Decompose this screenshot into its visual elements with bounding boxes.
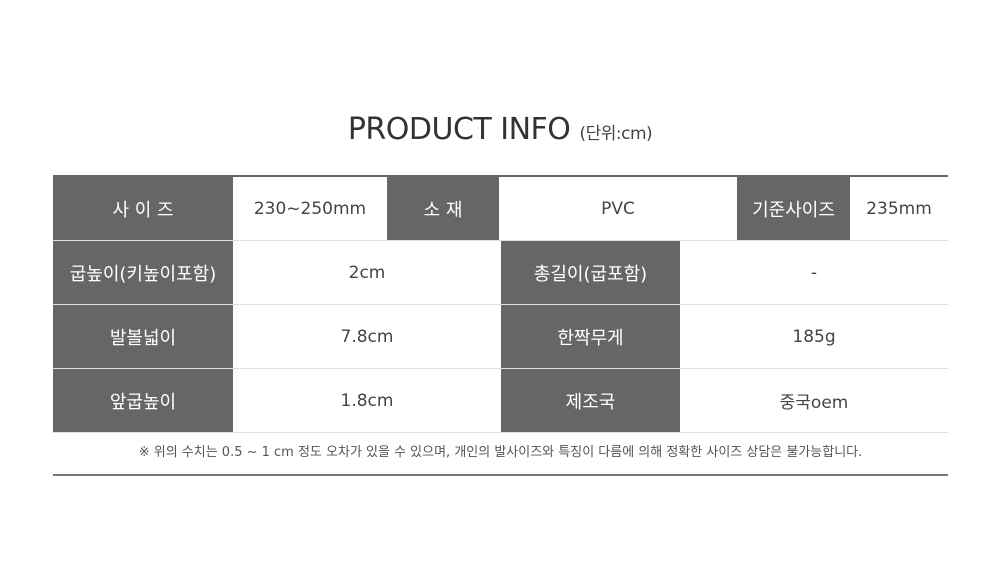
material-label: 소 재 <box>387 177 499 240</box>
size-label: 사 이 즈 <box>53 177 233 240</box>
front-heel-label: 앞굽높이 <box>53 369 233 432</box>
front-heel-value: 1.8cm <box>340 390 394 411</box>
foot-width-label: 발볼넓이 <box>53 305 233 368</box>
table-row: 사 이 즈 230~250mm 소 재 PVC 기준사이즈 235mm <box>53 177 948 241</box>
size-value: 230~250mm <box>253 198 367 219</box>
standard-size-label: 기준사이즈 <box>737 177 850 240</box>
material-value: PVC <box>601 198 635 219</box>
disclaimer-note: ※ 위의 수치는 0.5 ~ 1 cm 정도 오차가 있을 수 있으며, 개인의… <box>53 430 948 476</box>
weight-value: 185g <box>792 326 836 347</box>
origin-label: 제조국 <box>501 369 680 432</box>
standard-size-value: 235mm <box>866 198 932 219</box>
page-title: PRODUCT INFO (단위:cm) <box>0 112 1000 147</box>
table-row: 발볼넓이 7.8cm 한짝무게 185g <box>53 305 948 369</box>
total-length-label: 총길이(굽포함) <box>501 241 680 304</box>
table-row: 굽높이(키높이포함) 2cm 총길이(굽포함) - <box>53 241 948 305</box>
title-text: PRODUCT INFO <box>347 112 571 147</box>
origin-value: 중국oem <box>779 393 849 413</box>
heel-height-label: 굽높이(키높이포함) <box>53 241 233 304</box>
weight-label: 한짝무게 <box>501 305 680 368</box>
heel-height-value: 2cm <box>348 262 386 283</box>
product-info-table: 사 이 즈 230~250mm 소 재 PVC 기준사이즈 235mm 굽높이(… <box>53 175 948 433</box>
table-row: 앞굽높이 1.8cm 제조국 중국oem <box>53 369 948 433</box>
foot-width-value: 7.8cm <box>340 326 394 347</box>
total-length-value: - <box>810 262 818 283</box>
unit-label: (단위:cm) <box>579 124 653 144</box>
